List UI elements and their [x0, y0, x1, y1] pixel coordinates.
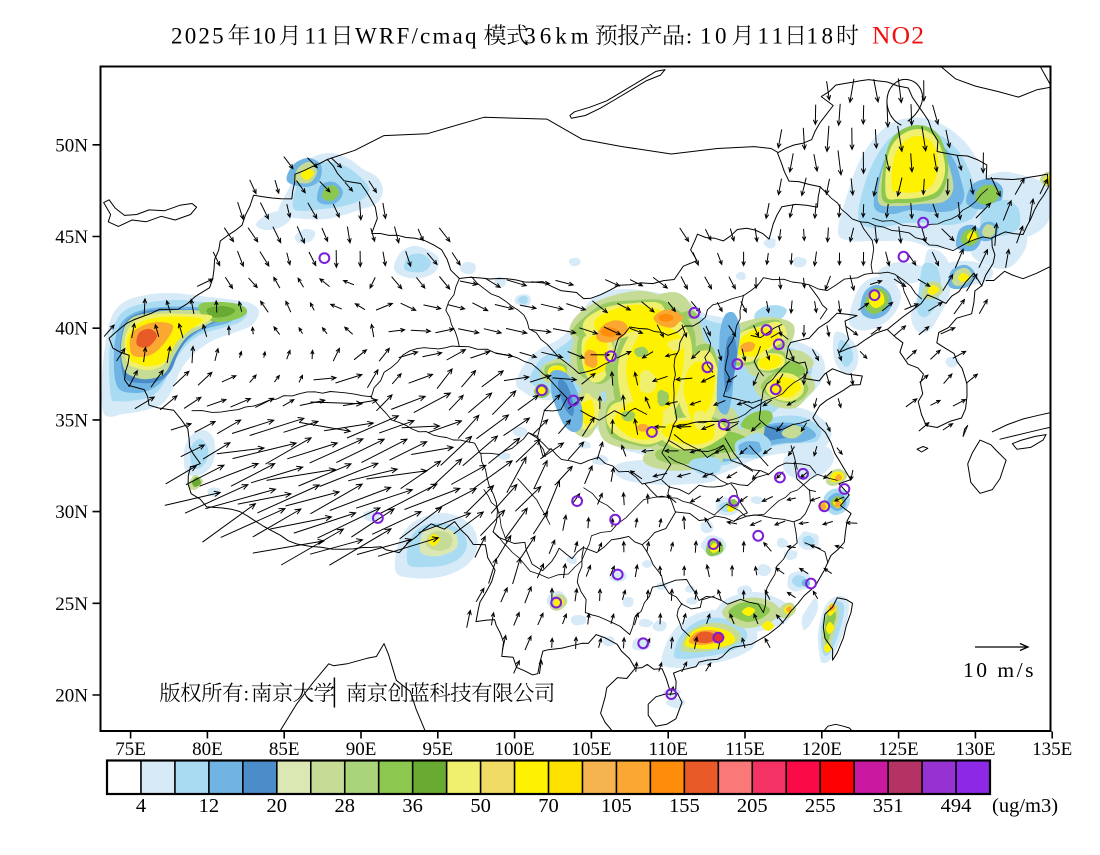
svg-text:(ug/m3): (ug/m3) — [992, 795, 1058, 817]
svg-text:10: 10 — [700, 24, 730, 49]
svg-text:125E: 125E — [879, 739, 919, 760]
svg-text:105: 105 — [601, 795, 632, 817]
svg-text:115E: 115E — [725, 739, 764, 760]
svg-text:35N: 35N — [55, 410, 88, 431]
svg-text:WRF/cmaq: WRF/cmaq — [355, 24, 479, 49]
svg-text:20N: 20N — [55, 686, 88, 707]
svg-text:20: 20 — [267, 795, 288, 817]
svg-text:36km: 36km — [524, 24, 592, 49]
svg-text:70: 70 — [538, 795, 559, 817]
svg-text:155: 155 — [669, 795, 700, 817]
svg-text:12: 12 — [199, 795, 220, 817]
svg-text:30N: 30N — [55, 502, 88, 523]
svg-text:4: 4 — [136, 795, 146, 817]
svg-text:40N: 40N — [55, 319, 88, 340]
svg-text:11: 11 — [305, 24, 330, 49]
svg-text:100E: 100E — [495, 739, 535, 760]
svg-text:135E: 135E — [1032, 739, 1072, 760]
svg-text:28: 28 — [334, 795, 355, 817]
svg-text:120E: 120E — [802, 739, 842, 760]
svg-text:130E: 130E — [955, 739, 995, 760]
svg-text:85E: 85E — [269, 739, 300, 760]
svg-text:50N: 50N — [55, 135, 88, 156]
svg-text:50: 50 — [470, 795, 491, 817]
svg-text:95E: 95E — [422, 739, 453, 760]
svg-text:80E: 80E — [192, 739, 223, 760]
svg-text::: : — [244, 684, 250, 706]
svg-text:10 m/s: 10 m/s — [963, 658, 1036, 682]
svg-text:494: 494 — [941, 795, 972, 817]
svg-text:105E: 105E — [571, 739, 611, 760]
svg-text:90E: 90E — [346, 739, 377, 760]
svg-text:18: 18 — [807, 24, 837, 49]
svg-text:10: 10 — [252, 24, 276, 49]
svg-text:36: 36 — [402, 795, 423, 817]
svg-text:205: 205 — [737, 795, 768, 817]
svg-text:2025: 2025 — [171, 24, 226, 49]
svg-text::: : — [686, 24, 692, 49]
svg-text:110E: 110E — [648, 739, 687, 760]
svg-text:11: 11 — [758, 24, 787, 49]
svg-text:25N: 25N — [55, 594, 88, 615]
svg-text:75E: 75E — [115, 739, 146, 760]
svg-text:45N: 45N — [55, 227, 88, 248]
svg-text:255: 255 — [805, 795, 836, 817]
svg-text:NO2: NO2 — [872, 21, 925, 50]
svg-text:351: 351 — [873, 795, 904, 817]
